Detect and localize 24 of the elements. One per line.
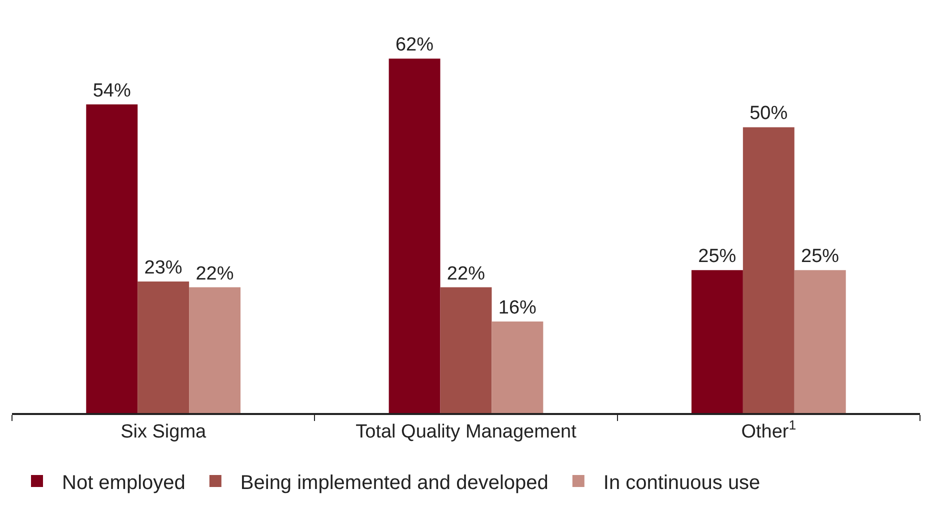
bar (742, 127, 794, 413)
data-label: 16% (498, 298, 537, 319)
bar (86, 104, 138, 413)
data-label: 62% (395, 34, 434, 56)
data-label: 25% (698, 246, 736, 268)
bar (794, 270, 846, 413)
bar (440, 287, 492, 413)
bar (189, 287, 241, 413)
data-label: 22% (446, 263, 486, 284)
data-label: 50% (750, 103, 788, 124)
legend-label: In continuous use (603, 472, 760, 494)
x-tick-label: Total Quality Management (356, 422, 578, 443)
data-label: 25% (801, 246, 840, 268)
bar (388, 58, 440, 413)
data-label: 23% (144, 258, 182, 279)
legend-label: Not employed (62, 472, 186, 494)
x-tick-label: Other$^{1}$ (741, 418, 796, 443)
data-label: 22% (196, 263, 234, 284)
bar (492, 322, 544, 413)
x-tick-label: Six Sigma (120, 422, 207, 443)
bar (138, 282, 190, 413)
legend-label: Being implemented and developed (240, 472, 548, 494)
bar (691, 270, 743, 413)
data-label: 54% (92, 80, 131, 102)
